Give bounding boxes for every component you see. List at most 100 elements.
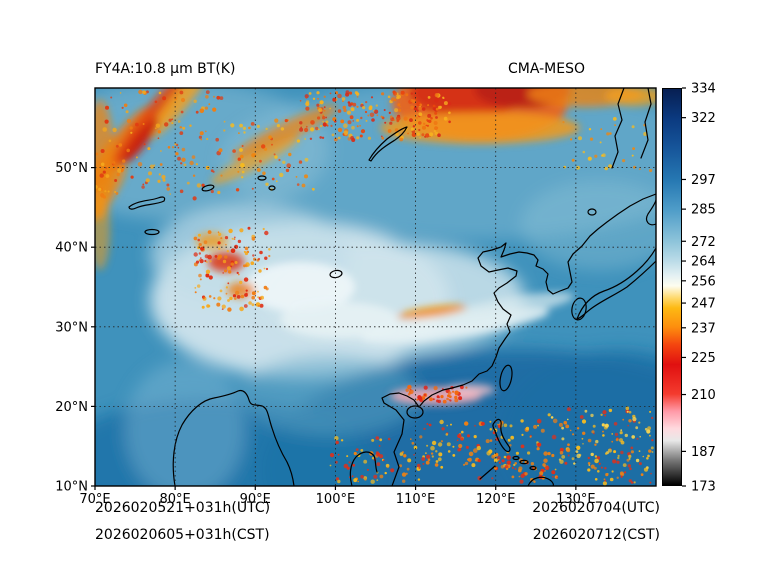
cloud-speckle <box>243 131 246 134</box>
cloud-speckle <box>301 183 306 188</box>
cloud-speckle <box>429 132 434 137</box>
cloud-speckle <box>628 410 632 414</box>
cloud-speckle <box>181 157 186 162</box>
cloud-speckle <box>527 451 531 455</box>
cloud-speckle <box>559 451 564 455</box>
cloud-speckle <box>576 445 581 450</box>
cloud-speckle <box>409 389 414 395</box>
cloud-speckle <box>651 451 654 453</box>
cloud-speckle <box>442 97 445 99</box>
cloud-speckle <box>243 277 249 282</box>
cloud-speckle <box>581 437 584 440</box>
cloud-speckle <box>630 446 634 450</box>
cloud-speckle <box>98 187 102 191</box>
cloud-speckle <box>356 125 359 128</box>
cloud-speckle <box>399 452 404 456</box>
cloud-speckle <box>323 106 326 109</box>
cloud-speckle <box>200 138 203 141</box>
cloud-speckle <box>614 432 619 437</box>
cloud-speckle <box>422 462 425 465</box>
cloud-speckle <box>268 248 271 251</box>
cloud-speckle <box>390 468 395 473</box>
cloud-speckle <box>135 122 139 127</box>
x-tick-label: 100°E <box>316 492 356 507</box>
cloud-speckle <box>410 438 412 440</box>
figure-title-left: FY4A:10.8 μm BT(K) <box>95 61 236 77</box>
cloud-speckle <box>134 133 137 136</box>
cloud-speckle <box>217 241 221 245</box>
cloud-speckle <box>207 230 212 235</box>
cloud-speckle <box>582 150 586 154</box>
cloud-speckle <box>399 105 401 108</box>
cloud-speckle <box>221 304 226 309</box>
cloud-speckle <box>423 385 428 390</box>
cloud-speckle <box>203 296 206 299</box>
cloud-speckle <box>268 135 272 139</box>
cloud-speckle <box>147 147 151 151</box>
cloud-speckle <box>515 451 520 455</box>
cloud-speckle <box>141 185 145 189</box>
cloud-speckle <box>285 168 290 173</box>
cloud-speckle <box>600 413 603 416</box>
cloud-speckle <box>353 451 357 456</box>
cloud-speckle <box>355 92 360 96</box>
cloud-speckle <box>387 437 391 441</box>
x-tick-label: 90°E <box>240 492 271 507</box>
cloud-speckle <box>122 159 126 163</box>
cloud-speckle <box>135 156 138 159</box>
cloud-speckle <box>476 445 481 451</box>
cloud-speckle <box>376 114 379 117</box>
cloud-speckle <box>384 121 387 124</box>
cloud-speckle <box>613 450 617 454</box>
cloud-speckle <box>435 460 439 463</box>
island-visayas-1 <box>512 455 520 461</box>
cloud-speckle <box>259 250 263 255</box>
cloud-speckle <box>112 161 116 165</box>
cloud-speckle <box>304 157 309 162</box>
cloud-speckle <box>223 120 226 123</box>
cloud-speckle <box>507 460 511 464</box>
cloud-speckle <box>520 419 524 423</box>
cloud-speckle <box>353 478 358 483</box>
cloud-speckle <box>273 153 276 156</box>
cloud-speckle <box>604 423 609 428</box>
cloud-speckle <box>438 396 441 399</box>
cloud-speckle <box>616 476 619 479</box>
cloud-speckle <box>412 125 416 128</box>
cloud-speckle <box>393 91 397 96</box>
cloud-speckle <box>298 160 303 164</box>
cloud-speckle <box>319 100 324 105</box>
cloud-speckle <box>337 109 342 113</box>
cloud-speckle <box>435 107 439 111</box>
coast-sakhalin <box>611 88 625 169</box>
cloud-speckle <box>638 462 642 466</box>
cloud-speckle <box>565 424 570 429</box>
cloud-speckle <box>514 462 517 465</box>
cloud-speckle <box>214 255 218 258</box>
cloud-speckle <box>556 476 559 479</box>
cloud-speckle <box>326 123 329 126</box>
cloud-speckle <box>220 237 223 240</box>
cloud-speckle <box>379 438 383 442</box>
cloud-speckle <box>397 94 401 99</box>
cloud-speckle <box>258 269 262 273</box>
cloud-speckle <box>158 173 161 176</box>
cloud-speckle <box>218 232 222 236</box>
cloud-speckle <box>230 262 234 266</box>
cloud-speckle <box>195 110 199 114</box>
cloud-speckle <box>208 295 212 298</box>
cloud-speckle <box>191 155 196 159</box>
cloud-speckle <box>448 111 451 115</box>
cloud-speckle <box>558 422 563 427</box>
cloud-speckle <box>390 117 395 122</box>
cloud-speckle <box>600 128 603 131</box>
cloud-speckle <box>348 461 351 464</box>
cloud-speckle <box>602 430 604 433</box>
cloud-speckle <box>142 90 146 94</box>
cloud-speckle <box>276 124 280 128</box>
cloud-speckle <box>551 470 556 475</box>
cloud-speckle <box>411 441 415 445</box>
cloud-speckle <box>345 90 350 94</box>
cloud-speckle <box>587 156 592 161</box>
cloud-speckle <box>619 431 623 435</box>
